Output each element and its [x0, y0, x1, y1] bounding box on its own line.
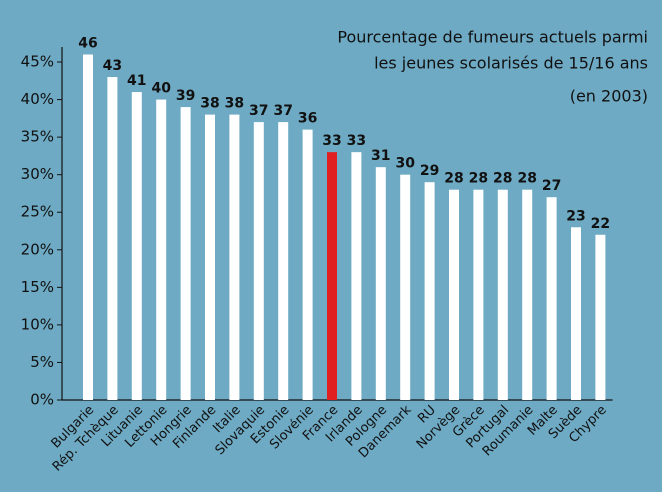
bar	[375, 167, 386, 400]
bar	[473, 189, 484, 400]
value-label: 39	[176, 88, 195, 104]
y-tick-label: 20%	[21, 240, 54, 258]
bar	[546, 197, 557, 400]
value-label: 23	[566, 208, 585, 224]
bar	[180, 107, 191, 400]
bar	[229, 114, 240, 401]
chart-title: (en 2003)	[570, 87, 648, 106]
value-label: 33	[322, 133, 341, 149]
bar	[595, 234, 606, 400]
value-label: 41	[127, 73, 146, 89]
bar	[400, 174, 411, 400]
chart-title: Pourcentage de fumeurs actuels parmi	[337, 28, 648, 47]
value-label: 28	[469, 171, 488, 187]
chart-title: les jeunes scolarisés de 15/16 ans	[374, 54, 648, 73]
bar	[253, 122, 264, 400]
bar	[156, 99, 167, 401]
value-label: 37	[273, 103, 292, 119]
y-tick-label: 25%	[21, 203, 54, 221]
value-label: 27	[542, 178, 561, 194]
value-label: 38	[225, 96, 244, 112]
bar	[424, 182, 435, 400]
y-tick-label: 35%	[21, 128, 54, 146]
value-label: 30	[395, 156, 415, 172]
bar	[205, 114, 215, 401]
bar	[449, 189, 459, 400]
value-label: 33	[347, 133, 366, 149]
value-label: 38	[200, 96, 219, 112]
value-label: 28	[444, 171, 463, 187]
value-label: 46	[78, 36, 97, 52]
value-label: 43	[103, 58, 122, 74]
y-tick-label: 45%	[21, 53, 54, 71]
value-label: 31	[371, 148, 390, 164]
value-label: 28	[517, 171, 536, 187]
bar	[571, 227, 581, 400]
y-tick-label: 15%	[21, 278, 54, 296]
value-label: 22	[591, 216, 610, 232]
bar	[327, 152, 337, 400]
value-label: 36	[298, 111, 317, 127]
y-tick-label: 5%	[30, 353, 54, 371]
bar	[522, 189, 533, 400]
y-tick-label: 40%	[21, 90, 54, 108]
bar	[302, 129, 313, 401]
bar	[131, 92, 142, 400]
y-tick-label: 30%	[21, 165, 54, 183]
value-label: 29	[420, 163, 439, 179]
bar	[351, 152, 362, 400]
bar	[83, 54, 93, 400]
bar	[278, 122, 289, 400]
value-label: 37	[249, 103, 268, 119]
value-label: 28	[493, 171, 512, 187]
value-label: 40	[151, 81, 171, 97]
y-tick-label: 0%	[30, 391, 54, 409]
bar	[497, 189, 508, 400]
bar	[107, 77, 118, 401]
y-tick-label: 10%	[21, 315, 54, 333]
